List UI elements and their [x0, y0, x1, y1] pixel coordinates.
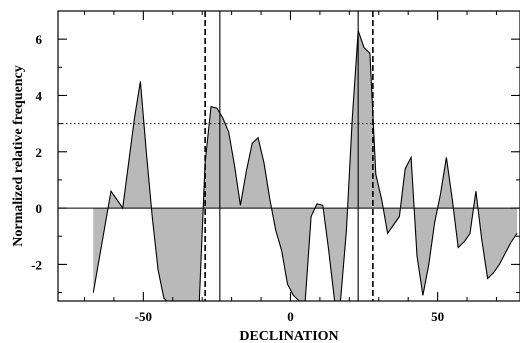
y-tick-label: 0 — [36, 201, 43, 216]
y-tick-label: -2 — [31, 257, 42, 272]
series-line — [92, 30, 518, 301]
x-axis-title: DECLINATION — [239, 329, 338, 343]
y-tick-label: 6 — [36, 32, 43, 47]
plot-frame — [57, 10, 520, 302]
plot-content — [58, 11, 520, 301]
y-tick-label: 2 — [36, 145, 43, 160]
area-fill — [93, 30, 518, 301]
x-tick-label: -50 — [135, 309, 152, 324]
tick-labels: -50 0 50 -2 0 2 4 6 — [31, 32, 444, 324]
y-tick-label: 4 — [36, 88, 43, 103]
x-tick-label: 50 — [431, 309, 444, 324]
x-tick-label: 0 — [287, 309, 294, 324]
tick-marks — [58, 10, 520, 301]
y-axis-title: Normalized relative frequency — [11, 65, 26, 246]
